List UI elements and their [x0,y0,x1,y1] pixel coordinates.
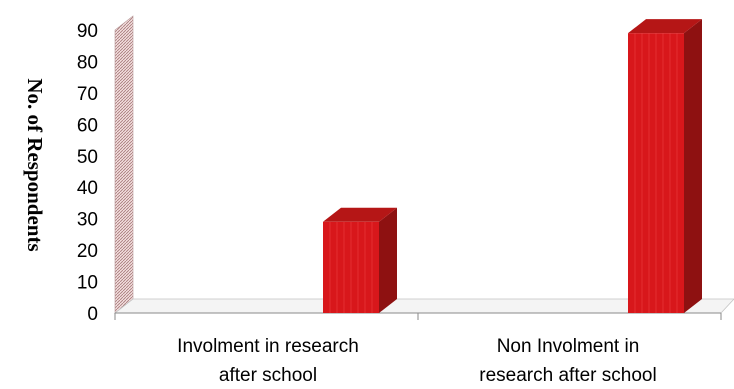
y-tick-label: 30 [77,210,98,231]
chart-side-wall [114,15,134,314]
x-category-label: Involment in research [177,336,359,357]
y-tick-labels: 0 10 20 30 40 50 60 70 80 90 [77,21,98,325]
bar [323,207,397,313]
y-tick-label: 10 [77,273,98,294]
y-tick-label: 50 [77,147,98,168]
bar [628,19,702,314]
bars [323,19,702,314]
y-tick-label: 90 [77,21,98,42]
x-category-label: Non Involment in [497,336,640,357]
y-tick-label: 0 [87,304,98,325]
y-tick-label: 60 [77,115,98,136]
y-axis-label: No. of Respondents [23,78,47,251]
y-tick-label: 20 [77,241,98,262]
category-labels: Involment in research after school Non Inv… [177,336,657,386]
y-tick-label: 80 [77,52,98,73]
x-category-label: research after school [479,365,656,386]
y-tick-label: 70 [77,84,98,105]
x-category-label: after school [219,365,317,386]
y-tick-label: 40 [77,178,98,199]
